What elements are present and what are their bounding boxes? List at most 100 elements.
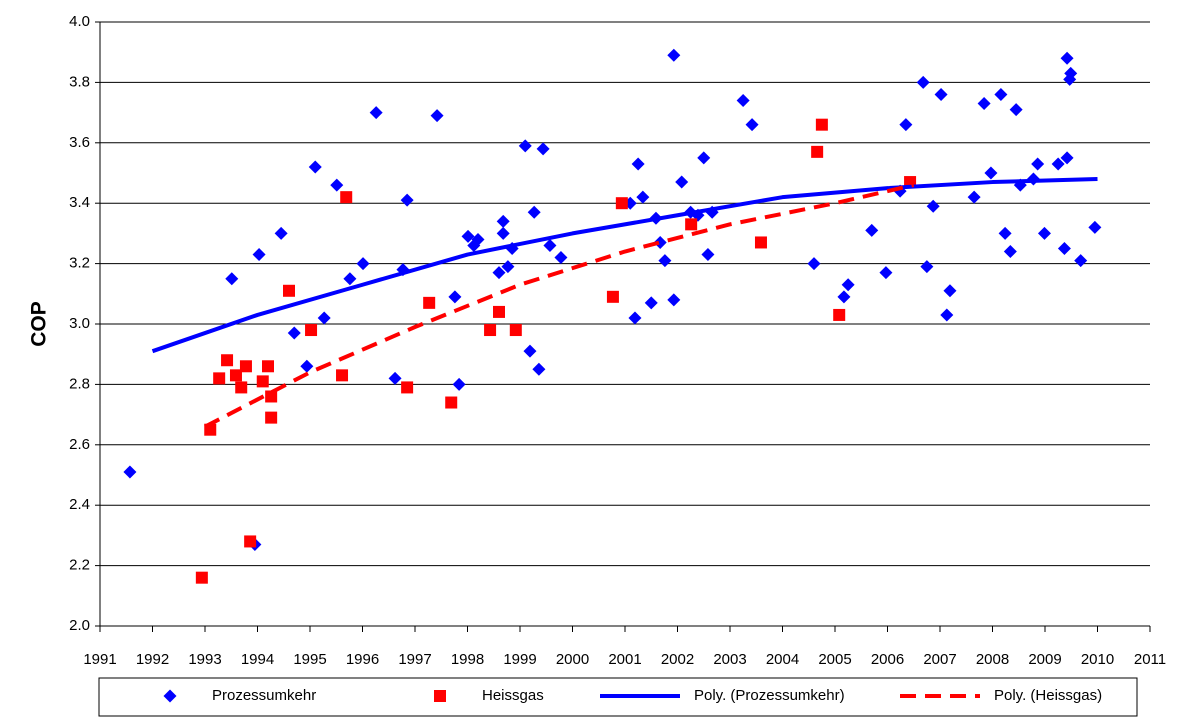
point [252,248,266,262]
point [265,411,278,424]
point [340,191,353,204]
y-tick-label: 4.0 [69,13,90,30]
point [244,535,257,548]
point [509,324,522,337]
point [815,118,828,131]
point [879,266,893,280]
x-tick-label: 1992 [136,651,169,668]
point [492,266,506,280]
point [745,118,759,132]
legend-box [98,677,1138,717]
point [554,251,568,265]
point [606,290,619,303]
point [1003,245,1017,259]
legend-symbol [163,689,177,703]
point [543,238,557,252]
trend-line [151,177,1098,354]
y-tick-label: 3.2 [69,255,90,272]
legend-label: Poly. (Heissgas) [994,687,1102,704]
point [518,139,532,153]
point [471,232,485,246]
point [934,87,948,101]
legend-label: Prozessumkehr [212,687,316,704]
point [123,465,137,479]
point [940,308,954,322]
point [336,369,349,382]
point [926,199,940,213]
point [736,94,750,108]
point [300,359,314,373]
y-tick-label: 3.8 [69,73,90,90]
x-tick-label: 2003 [713,651,746,668]
point [221,354,234,367]
point [1063,72,1077,86]
point [532,362,546,376]
point [445,396,458,409]
point [967,190,981,204]
point [388,371,402,385]
point [283,284,295,297]
y-tick-label: 3.6 [69,134,90,151]
point [400,193,414,207]
point [239,360,252,373]
x-tick-label: 2001 [608,651,641,668]
point [461,229,475,243]
point [899,118,913,132]
point [225,272,239,286]
x-tick-label: 2000 [556,651,589,668]
point [1060,51,1074,65]
y-tick-label: 3.0 [69,315,90,332]
point [636,190,650,204]
trend-line [204,183,915,429]
point [697,151,711,165]
point [308,160,322,174]
point [998,226,1012,240]
point [356,257,370,271]
x-tick-label: 2007 [923,651,956,668]
point [501,260,515,274]
y-tick-label: 2.8 [69,375,90,392]
point [265,390,278,403]
point [1051,157,1065,171]
y-tick-label: 2.6 [69,436,90,453]
point [833,308,846,321]
x-tick-label: 1999 [503,651,536,668]
point [865,223,879,237]
point [330,178,344,192]
x-tick-label: 1996 [346,651,379,668]
point [615,197,628,210]
x-tick-label: 2005 [818,651,851,668]
y-tick-label: 2.2 [69,557,90,574]
point [837,290,851,304]
point [343,272,357,286]
point [653,235,667,249]
point [195,571,208,584]
y-tick-label: 3.4 [69,194,90,211]
x-tick-label: 2010 [1081,651,1114,668]
legend-label: Heissgas [482,687,544,704]
point [496,214,510,228]
point [1088,220,1102,234]
point [262,360,274,373]
point [916,75,930,89]
legend-symbol [434,690,446,702]
x-tick-label: 1993 [188,651,221,668]
point [484,324,497,337]
x-tick-label: 1991 [83,651,116,668]
point [943,284,957,298]
point [536,142,550,156]
point [685,218,698,231]
x-tick-label: 2004 [766,651,799,668]
x-tick-label: 1997 [398,651,431,668]
point [644,296,658,310]
point [523,344,537,358]
point [235,381,248,394]
y-axis-title: COP [28,301,51,347]
point [994,87,1008,101]
point [1031,157,1045,171]
x-tick-label: 1994 [241,651,274,668]
point [811,145,824,158]
point [369,106,383,120]
point [493,305,505,318]
